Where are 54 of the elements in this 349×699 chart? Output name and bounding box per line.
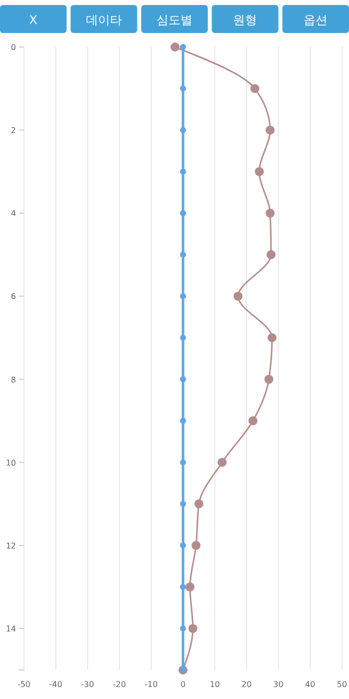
point [180,334,186,341]
text: 원형 [233,13,258,27]
point [248,416,258,426]
y-tick-label: 4 [10,209,16,218]
point [180,127,186,134]
x-tick-label: 20 [242,680,252,689]
point [268,333,277,342]
point [185,582,194,592]
point [170,42,180,52]
x-tick-label: -40 [49,680,62,689]
point [180,44,186,50]
y-tick-label: 2 [10,126,16,136]
text: 데이타 [86,13,122,27]
x-tick-label: -50 [17,680,31,689]
x-tick-label: 10 [210,680,220,689]
point [180,542,186,548]
y-tick-label: 6 [10,292,16,302]
point [180,376,186,382]
point [180,210,186,216]
x-tick-label: 30 [273,680,284,689]
x-tick-label: 50 [336,680,348,689]
point [180,86,186,92]
point [180,584,186,590]
y-tick-label: 8 [10,375,16,384]
point [180,500,186,507]
y-tick-label: 14 [6,624,16,634]
point [180,293,186,300]
text: 심도별 [156,13,192,27]
point [254,167,264,176]
x-tick-label: 40 [305,680,316,689]
point [218,458,227,467]
point [250,84,260,94]
point [180,459,186,466]
point [266,126,275,135]
point [180,252,186,258]
x-tick-label: 0 [180,680,186,689]
point [234,292,243,301]
point [264,374,274,384]
y-tick-label: 12 [6,541,16,550]
point [188,624,198,633]
x-tick-label: -10 [144,680,158,689]
point [180,625,186,632]
x-tick-label: -30 [81,680,94,689]
point [180,418,186,424]
y-tick-label: 10 [6,458,16,468]
y-tick-label: 0 [10,43,16,52]
text: 옵션 [304,13,328,27]
point [192,540,201,550]
x-tick-label: -20 [112,680,126,689]
text: X [29,13,38,27]
point [266,208,275,218]
point [266,250,276,260]
point [194,499,204,508]
point [180,168,186,175]
